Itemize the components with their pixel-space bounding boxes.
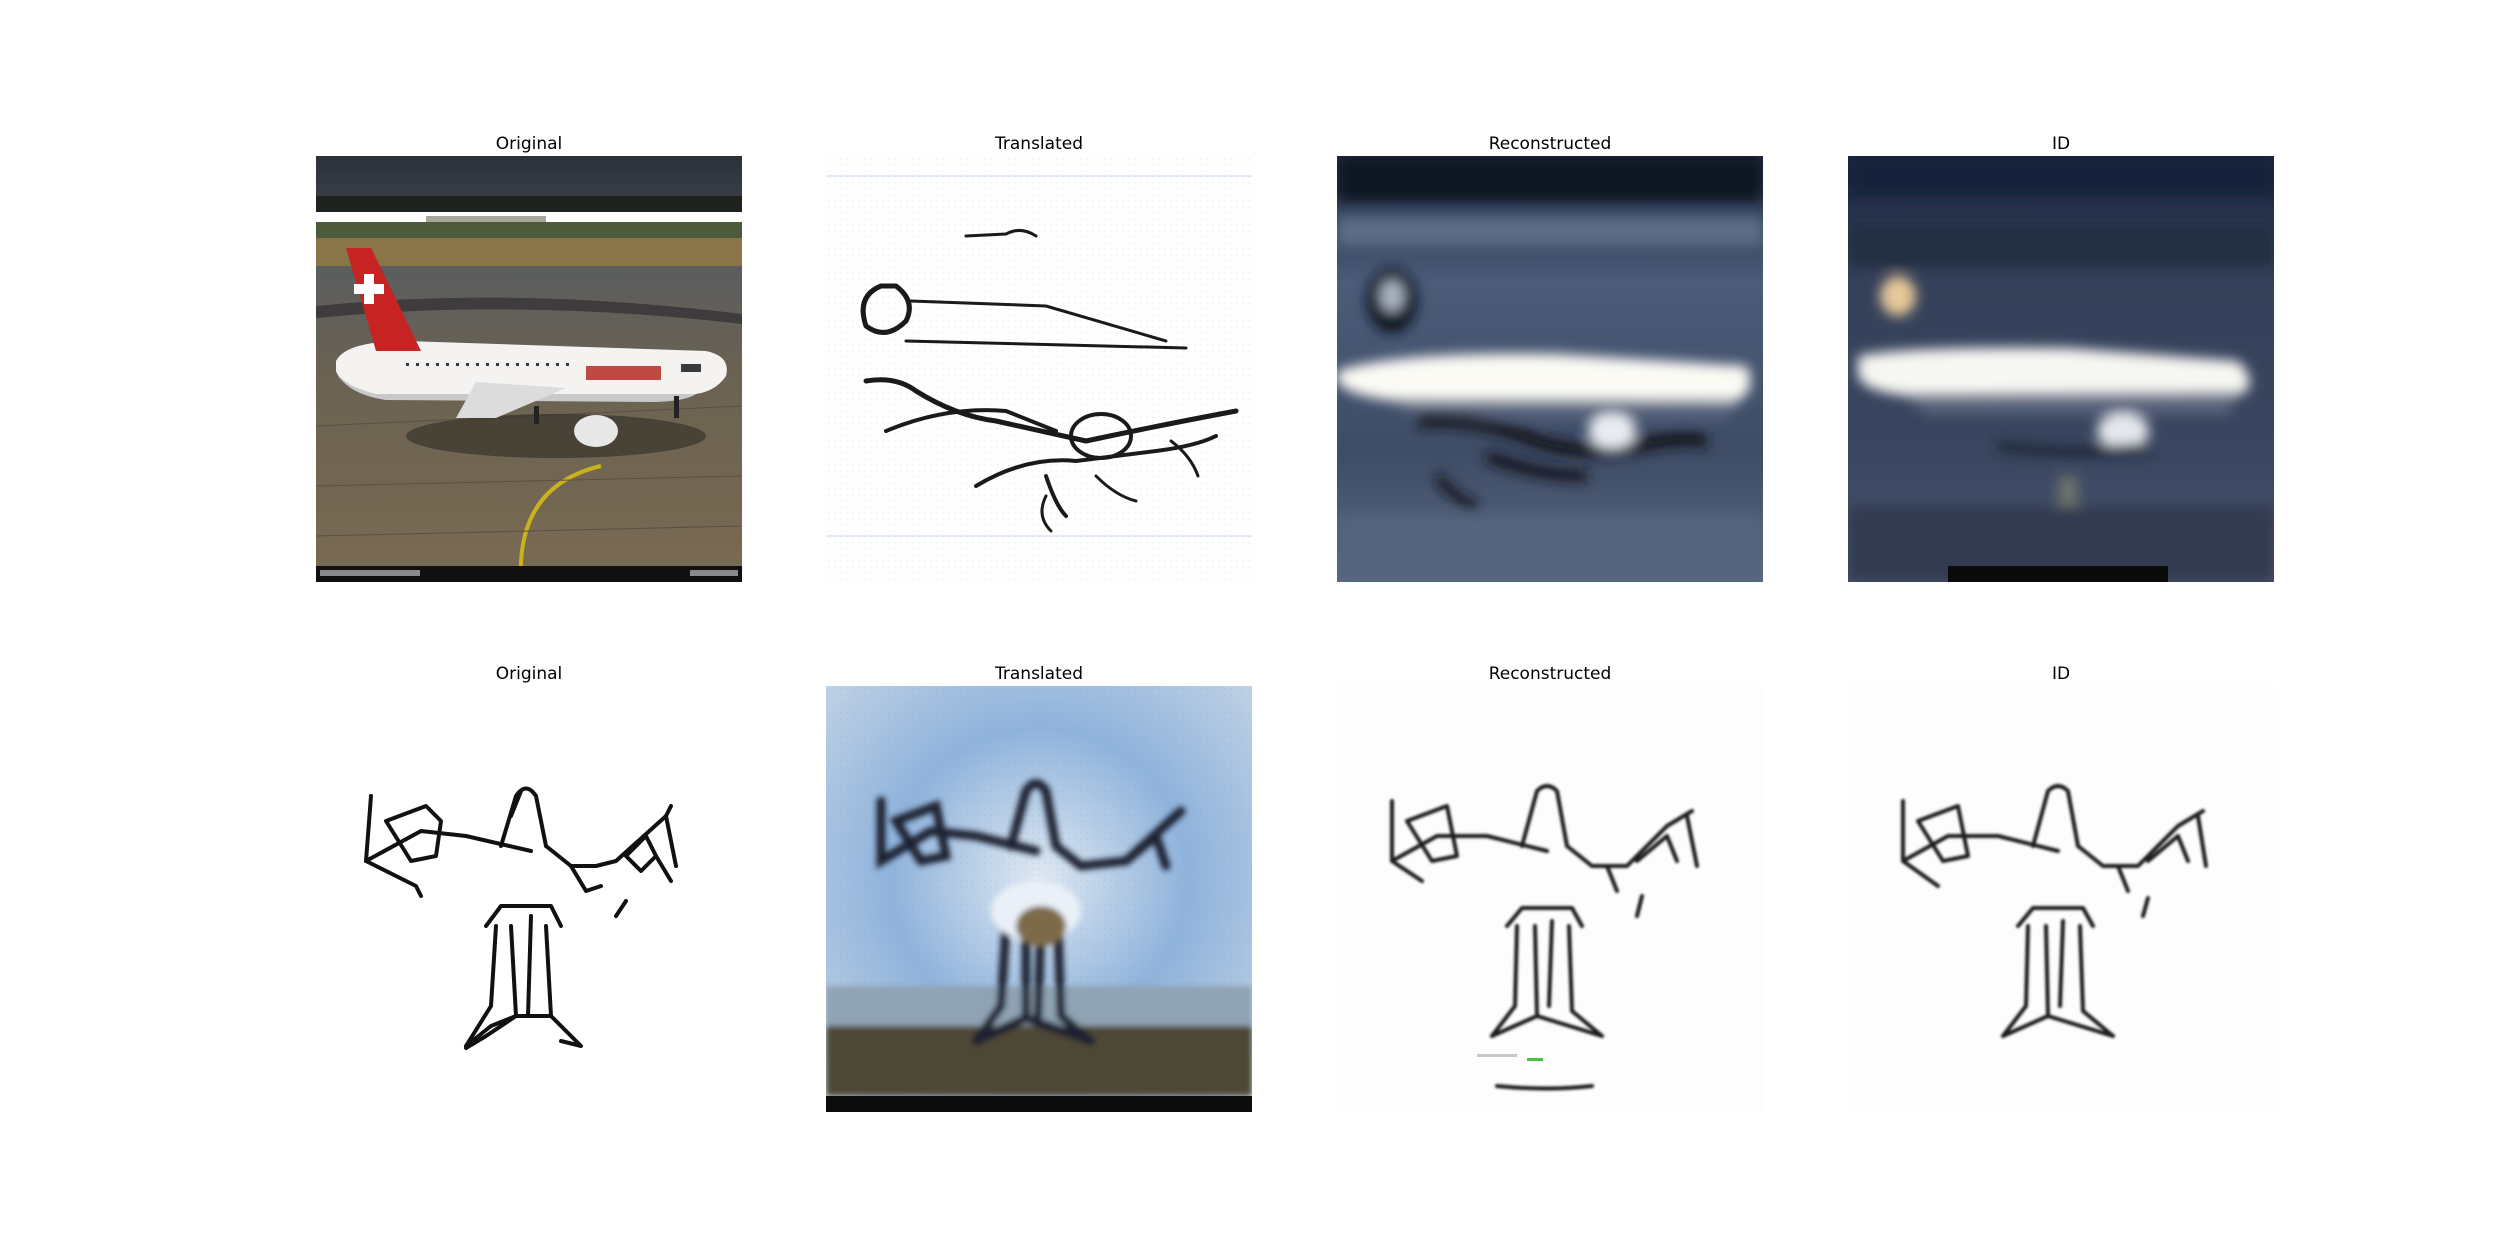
original-photo-image	[316, 156, 742, 582]
panel-title: Original	[495, 664, 563, 684]
panel-title: Reconstructed	[1488, 134, 1612, 154]
panel-title: Translated	[995, 134, 1083, 154]
id-sketch-image	[1848, 686, 2274, 1112]
panel-title: Original	[495, 134, 563, 154]
translated-photo-image	[826, 686, 1252, 1112]
id-photo-image	[1848, 156, 2274, 582]
panel-title: ID	[2051, 664, 2071, 684]
translated-sketch-image	[826, 156, 1252, 582]
reconstructed-photo-image	[1337, 156, 1763, 582]
panel-title: ID	[2051, 134, 2071, 154]
panel-title: Reconstructed	[1488, 664, 1612, 684]
reconstructed-sketch-image	[1337, 686, 1763, 1112]
original-sketch-image	[316, 686, 742, 1112]
panel-title: Translated	[995, 664, 1083, 684]
